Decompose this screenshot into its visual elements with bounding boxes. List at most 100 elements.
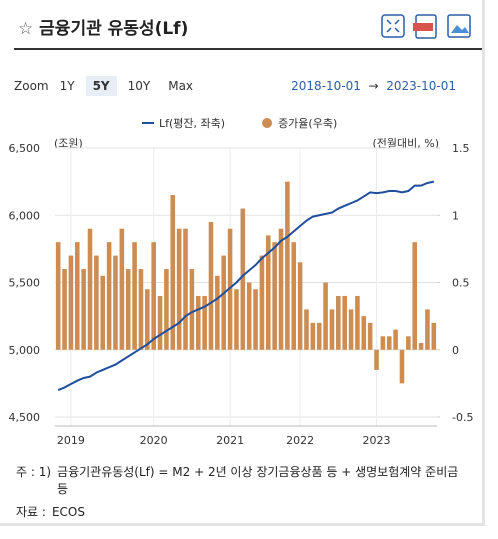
- bar: [361, 316, 367, 350]
- fullscreen-glyph: [386, 19, 400, 33]
- bar: [291, 242, 297, 350]
- notes: 주 : 1) 금융기관유동성(Lf) = M2 + 2년 이상 장기금융상품 등 …: [16, 464, 471, 521]
- source-text: ECOS: [51, 505, 85, 519]
- legend-dot: [262, 118, 273, 128]
- y2-tick-label: 0: [452, 344, 459, 357]
- y-tick-label: 6,000: [9, 209, 41, 222]
- title-text: 금융기관 유동성(Lf): [39, 19, 189, 39]
- bar: [234, 289, 239, 350]
- bar: [246, 282, 252, 350]
- y-tick-label: 4,500: [9, 411, 41, 424]
- zoom-label: Zoom: [14, 79, 49, 93]
- bar: [253, 289, 258, 350]
- fullscreen-icon[interactable]: [381, 14, 405, 38]
- y-tick-label: 6,500: [9, 142, 41, 155]
- bar: [399, 349, 405, 384]
- bar: [336, 295, 341, 350]
- bar: [183, 228, 188, 350]
- bar: [412, 242, 418, 350]
- x-tick-label: 2021: [216, 434, 244, 447]
- x-tick-label: 2022: [286, 434, 314, 447]
- bar: [202, 295, 207, 350]
- bar: [386, 336, 392, 350]
- bar: [189, 269, 195, 350]
- bar: [240, 208, 246, 350]
- line: [57, 180, 435, 392]
- bar: [304, 309, 309, 350]
- bar: [62, 269, 67, 350]
- bar: [221, 255, 227, 350]
- bar: [55, 242, 61, 350]
- y2-tick-label: 1: [452, 209, 459, 222]
- star-icon[interactable]: ☆: [18, 19, 34, 39]
- date-to[interactable]: 2023-10-01: [386, 79, 456, 93]
- date-range: 2018-10-01 → 2023-10-01: [291, 79, 456, 93]
- bar: [215, 275, 220, 350]
- bar: [406, 336, 411, 350]
- bar: [393, 329, 398, 350]
- bar: [259, 255, 265, 350]
- bar: [278, 228, 284, 350]
- y-axis-title: (조원): [54, 137, 83, 150]
- bar: [374, 349, 379, 370]
- date-from[interactable]: 2018-10-01: [291, 79, 361, 93]
- note-row: 주 : 1) 금융기관유동성(Lf) = M2 + 2년 이상 장기금융상품 등 …: [16, 464, 471, 498]
- bar: [272, 242, 277, 350]
- x-tick-label: 2020: [140, 434, 168, 447]
- image-glyph: [451, 25, 469, 33]
- bar: [329, 309, 335, 350]
- bar: [297, 262, 303, 350]
- zoom-button[interactable]: 5Y: [85, 76, 117, 96]
- bar: [227, 228, 233, 350]
- bar: [265, 235, 271, 350]
- note-text: 금융기관유동성(Lf) = M2 + 2년 이상 장기금융상품 등 + 생명보험…: [57, 465, 459, 496]
- bar: [367, 322, 373, 350]
- bar: [157, 295, 163, 350]
- source-label: 자료 :: [16, 505, 46, 519]
- bar: [310, 322, 316, 350]
- y2-tick-label: 0.5: [452, 277, 470, 290]
- tool-icons: [381, 14, 471, 39]
- bar: [151, 242, 156, 350]
- bar: [425, 309, 430, 350]
- bar: [164, 269, 169, 350]
- zoom-button[interactable]: 10Y: [127, 79, 151, 93]
- x-tick-label: 2019: [57, 434, 85, 447]
- zoom-button[interactable]: 1Y: [59, 79, 75, 93]
- bar: [145, 289, 150, 350]
- zoom-button[interactable]: Max: [168, 79, 194, 93]
- y2-tick-label: 1.5: [452, 142, 470, 155]
- y-tick-label: 5,500: [9, 277, 41, 290]
- y2-axis-title: (전월대비, %): [372, 137, 439, 150]
- image-icon[interactable]: [447, 14, 471, 38]
- bar: [380, 336, 386, 350]
- bar: [323, 282, 328, 350]
- bar: [138, 269, 144, 350]
- bar: [342, 295, 347, 350]
- chart: Lf(평잔, 좌축) 증가율(우축) (조원) (전월대비, %) 4,500 5,000…: [9, 117, 474, 447]
- header-rule: [14, 48, 482, 50]
- bar: [87, 228, 93, 350]
- bar: [74, 242, 80, 350]
- y2-tick-label: -0.5: [452, 411, 473, 424]
- bar: [119, 228, 125, 350]
- zoom-bar: Zoom 1Y 5Y 10Y Max: [14, 76, 200, 96]
- source-row: 자료 : ECOS: [16, 504, 471, 521]
- legend-label: Lf(평잔, 좌축): [159, 117, 225, 130]
- bar: [81, 269, 86, 350]
- page-title: ☆ 금융기관 유동성(Lf): [18, 14, 188, 39]
- bar: [100, 275, 106, 350]
- note-label: 주 : 1): [16, 465, 52, 479]
- bar: [170, 195, 176, 350]
- x-tick-label: 2023: [363, 434, 391, 447]
- bar: [348, 309, 354, 350]
- legend-label: 증가율(우축): [278, 117, 337, 130]
- bar: [176, 228, 182, 350]
- bar: [418, 343, 424, 350]
- bar: [355, 295, 360, 350]
- bar: [316, 322, 322, 350]
- bar: [431, 322, 437, 350]
- bar: [106, 242, 112, 350]
- bar: [68, 255, 74, 350]
- data-icon-band: [413, 23, 433, 31]
